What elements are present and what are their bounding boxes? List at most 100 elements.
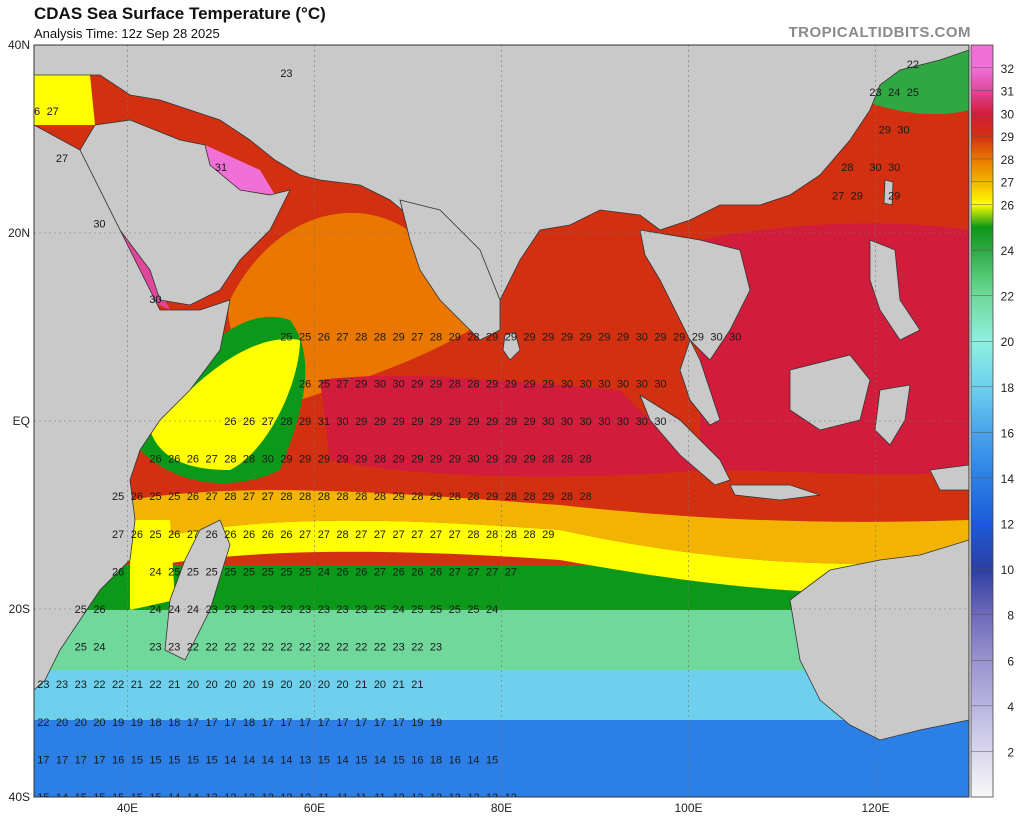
- sst-value: 22: [411, 642, 423, 654]
- sst-value: 25: [75, 604, 87, 616]
- sst-value: 13: [411, 792, 423, 804]
- sst-value: 27: [56, 153, 68, 165]
- lat-label: 40S: [9, 790, 30, 804]
- sst-value: 12: [243, 792, 255, 804]
- sst-value: 27: [374, 566, 386, 578]
- sst-value: 31: [215, 162, 227, 174]
- sst-value: 25: [299, 331, 311, 343]
- lon-label: 40E: [117, 801, 138, 815]
- sst-value: 17: [318, 717, 330, 729]
- sst-value: 27: [262, 491, 274, 503]
- sst-value: 22: [318, 642, 330, 654]
- sst-value: 18: [243, 717, 255, 729]
- sst-value: 16: [411, 754, 423, 766]
- sst-value: 26: [224, 416, 236, 428]
- sst-orange-band: [130, 490, 969, 564]
- sst-value: 29: [505, 378, 517, 390]
- sst-value: 14: [224, 754, 236, 766]
- sst-value: 17: [206, 717, 218, 729]
- sst-value: 22: [37, 717, 49, 729]
- sst-value: 15: [131, 754, 143, 766]
- sst-value: 29: [851, 190, 863, 202]
- sst-value: 27: [449, 566, 461, 578]
- sst-value: 26: [224, 529, 236, 541]
- sst-value: 29: [542, 378, 554, 390]
- sst-value: 28: [505, 491, 517, 503]
- sst-value: 23: [56, 679, 68, 691]
- sst-value: 19: [430, 717, 442, 729]
- sst-value: 29: [393, 454, 405, 466]
- sst-value: 12: [224, 792, 236, 804]
- sst-value: 13: [299, 754, 311, 766]
- sst-value: 30: [869, 162, 881, 174]
- sst-value: 15: [486, 754, 498, 766]
- colorbar-label: 31: [1001, 85, 1015, 99]
- sst-value: 29: [449, 416, 461, 428]
- sst-value: 20: [93, 717, 105, 729]
- sst-value: 26: [131, 529, 143, 541]
- land-sumatra: [639, 394, 731, 486]
- sst-value: 26: [318, 331, 330, 343]
- sst-value: 28: [505, 529, 517, 541]
- sst-value: 26: [411, 566, 423, 578]
- sst-value: 28: [299, 491, 311, 503]
- sst-value: 23: [280, 68, 292, 80]
- sst-value: 16: [449, 754, 461, 766]
- sst-value: 22: [374, 642, 386, 654]
- sst-value: 28: [430, 331, 442, 343]
- sst-value: 27: [505, 566, 517, 578]
- sst-value: 29: [430, 454, 442, 466]
- sst-value: 26: [262, 529, 274, 541]
- lon-label: 120E: [861, 801, 889, 815]
- sst-value: 29: [355, 454, 367, 466]
- sst-value: 27: [299, 529, 311, 541]
- sst-value: 15: [37, 792, 49, 804]
- sst-value: 14: [336, 754, 348, 766]
- sst-value: 13: [486, 792, 498, 804]
- sst-value: 26: [280, 529, 292, 541]
- map-title: CDAS Sea Surface Temperature (°C): [34, 4, 326, 23]
- sst-value: 17: [355, 717, 367, 729]
- sst-value: 23: [168, 642, 180, 654]
- sst-value: 15: [149, 754, 161, 766]
- sst-value: 15: [206, 754, 218, 766]
- sst-value: 27: [832, 190, 844, 202]
- sst-value: 20: [318, 679, 330, 691]
- sst-value: 22: [262, 642, 274, 654]
- sst-value: 27: [187, 529, 199, 541]
- sst-value: 18: [149, 717, 161, 729]
- sst-value: 23: [149, 642, 161, 654]
- sst-value: 20: [336, 679, 348, 691]
- sst-value: 29: [542, 491, 554, 503]
- sst-value: 25: [430, 604, 442, 616]
- sst-equatorial-hot: [320, 375, 700, 477]
- sst-value: 26: [149, 454, 161, 466]
- sst-value: 30: [580, 378, 592, 390]
- colorbar-label: 27: [1001, 176, 1015, 190]
- sst-value: 12: [430, 792, 442, 804]
- sst-value: 30: [636, 416, 648, 428]
- sst-value: 25: [75, 642, 87, 654]
- colorbar-label: 26: [1001, 199, 1015, 213]
- sst-value: 30: [336, 416, 348, 428]
- sst-value: 13: [206, 792, 218, 804]
- sst-value: 23: [336, 604, 348, 616]
- sst-value: 26: [355, 566, 367, 578]
- sst-value: 20: [224, 679, 236, 691]
- sst-value: 19: [131, 717, 143, 729]
- sst-value: 22: [149, 679, 161, 691]
- sst-value: 30: [636, 378, 648, 390]
- sst-value: 30: [729, 331, 741, 343]
- map-frame: [33, 44, 970, 798]
- land-borneo: [789, 354, 871, 431]
- sst-value: 26: [168, 529, 180, 541]
- sst-value: 20: [299, 679, 311, 691]
- sst-value: 25: [112, 491, 124, 503]
- sst-value: 15: [168, 754, 180, 766]
- sst-value: 25: [224, 566, 236, 578]
- sst-value: 21: [393, 679, 405, 691]
- sst-value: 29: [523, 378, 535, 390]
- sst-value: 28: [449, 491, 461, 503]
- sst-value: 30: [393, 378, 405, 390]
